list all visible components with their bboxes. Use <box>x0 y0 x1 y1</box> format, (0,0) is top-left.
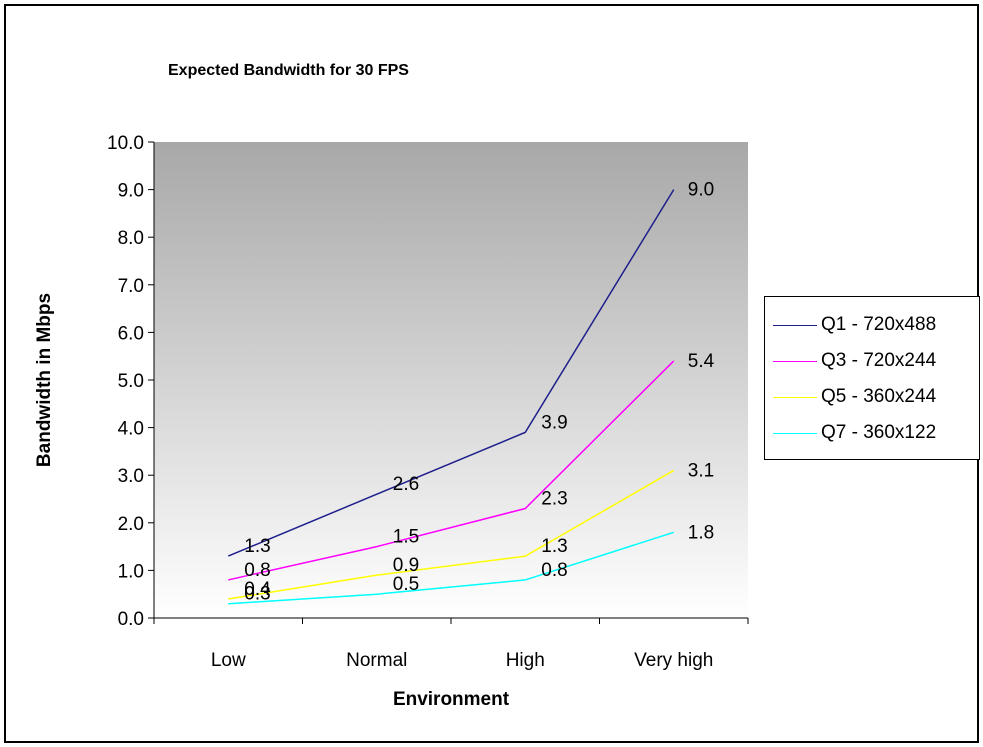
x-tick-label: Low <box>211 650 246 671</box>
plot-area <box>154 142 748 618</box>
series-line-q5 <box>228 469 675 600</box>
x-tick-label: Normal <box>346 650 407 671</box>
y-tick-label: 0.0 <box>118 609 144 630</box>
legend-item-q1: Q1 - 720x488 <box>765 307 979 343</box>
data-label-q3: 0.8 <box>244 560 270 581</box>
data-label-q1: 2.6 <box>393 474 419 495</box>
x-tick-label: High <box>506 650 545 671</box>
legend-item-q5: Q5 - 360x244 <box>765 379 979 415</box>
legend-swatch-q5 <box>773 396 817 398</box>
data-label-q5: 1.3 <box>541 536 567 557</box>
y-tick-label: 4.0 <box>118 419 144 440</box>
y-axis-label: Bandwidth in Mbps <box>34 292 55 468</box>
y-tick-label: 10.0 <box>107 133 144 154</box>
x-tick-label: Very high <box>634 650 713 671</box>
data-label-q5: 0.4 <box>244 579 271 600</box>
legend-item-q3: Q3 - 720x244 <box>765 343 979 379</box>
chart-title: Expected Bandwidth for 30 FPS <box>168 62 409 79</box>
y-tick-label: 6.0 <box>118 323 144 344</box>
legend-swatch-q7 <box>773 432 817 434</box>
y-tick-label: 2.0 <box>118 514 144 535</box>
data-label-q7: 1.8 <box>688 522 714 543</box>
data-label-q3: 2.3 <box>541 489 567 510</box>
data-label-q7: 0.8 <box>541 560 567 581</box>
data-label-q7: 0.5 <box>393 574 419 595</box>
y-tick-label: 3.0 <box>118 466 144 487</box>
data-label-q1: 3.9 <box>541 412 567 433</box>
data-label-q5: 3.1 <box>688 460 714 481</box>
data-label-q3: 5.4 <box>688 351 715 372</box>
legend-label-q7: Q7 - 360x122 <box>821 422 937 443</box>
data-label-q1: 1.3 <box>244 536 270 557</box>
legend-item-q7: Q7 - 360x122 <box>765 415 979 451</box>
chart-legend: Q1 - 720x488 Q3 - 720x244 Q5 - 360x244 Q… <box>764 296 980 460</box>
series-line-q7 <box>228 531 674 605</box>
legend-swatch-q3 <box>773 360 817 362</box>
data-label-q7: 0.3 <box>244 584 270 605</box>
data-label-q3: 1.5 <box>393 527 419 548</box>
legend-label-q1: Q1 - 720x488 <box>821 314 937 335</box>
legend-label-q3: Q3 - 720x244 <box>821 350 937 371</box>
data-label-q5: 0.9 <box>393 555 419 576</box>
legend-label-q5: Q5 - 360x244 <box>821 386 937 407</box>
y-tick-label: 8.0 <box>118 228 144 249</box>
y-tick-label: 1.0 <box>118 561 144 582</box>
y-tick-label: 5.0 <box>118 371 144 392</box>
x-axis-label: Environment <box>392 689 510 710</box>
series-line-q3 <box>228 360 675 581</box>
legend-swatch-q1 <box>773 324 817 326</box>
data-label-q1: 9.0 <box>688 180 714 201</box>
y-tick-label: 7.0 <box>118 276 144 297</box>
series-line-q1 <box>227 189 675 557</box>
y-tick-label: 9.0 <box>118 181 144 202</box>
